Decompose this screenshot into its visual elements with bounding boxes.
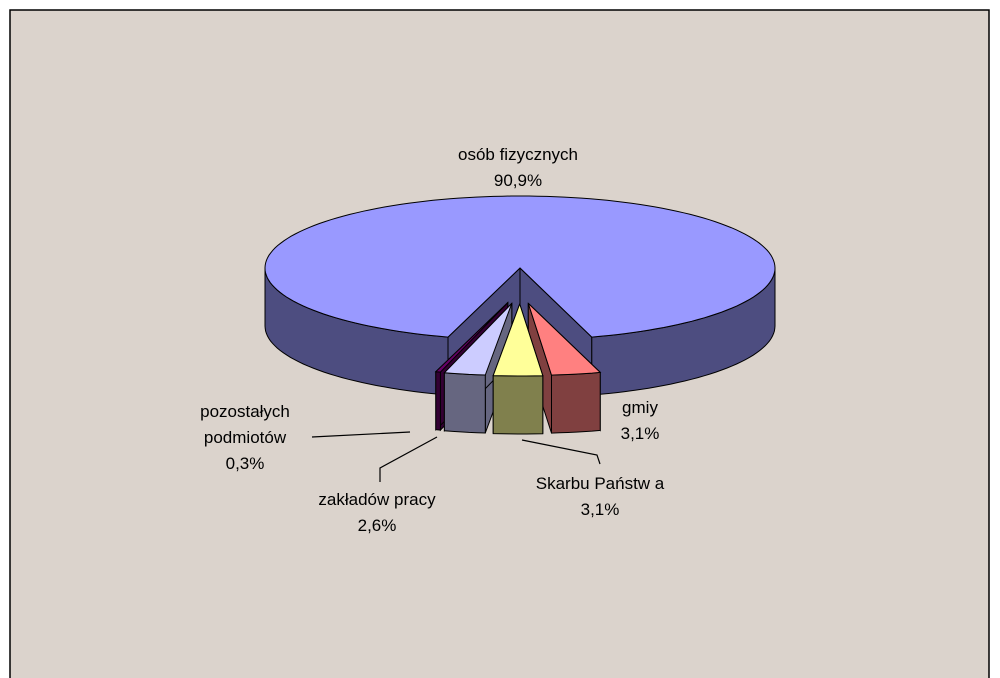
value-label: 90,9% xyxy=(493,171,543,190)
slice-label: pozostałych podmiotów 0,3% xyxy=(190,399,300,477)
value-label: 2,6% xyxy=(357,516,397,535)
slice xyxy=(264,195,776,338)
category-label: Skarbu Państw a xyxy=(535,474,665,493)
value-label: 0,3% xyxy=(225,454,265,473)
category-label: osób fizycznych xyxy=(458,145,578,164)
leader-line xyxy=(311,431,411,438)
slice xyxy=(527,303,602,376)
slice-side xyxy=(435,371,441,431)
slice-label: Skarbu Państw a 3,1% xyxy=(500,471,700,523)
category-label: zakładów pracy xyxy=(318,490,436,509)
pie xyxy=(264,195,776,435)
slice-side xyxy=(492,375,544,435)
value-label: 3,1% xyxy=(580,500,620,519)
slice-label: zakładów pracy 2,6% xyxy=(287,487,467,539)
category-label: gmiy xyxy=(622,398,658,417)
leader-line xyxy=(521,439,601,465)
slice xyxy=(434,302,509,373)
slice-label: osób fizycznych 90,9% xyxy=(418,142,618,194)
slice-side xyxy=(443,372,486,434)
slice xyxy=(443,303,513,376)
category-label: pozostałych podmiotów xyxy=(200,402,290,447)
slice-label: gmiy 3,1% xyxy=(590,395,690,447)
value-label: 3,1% xyxy=(620,424,660,443)
slice xyxy=(492,302,544,377)
leader-line xyxy=(379,436,438,482)
